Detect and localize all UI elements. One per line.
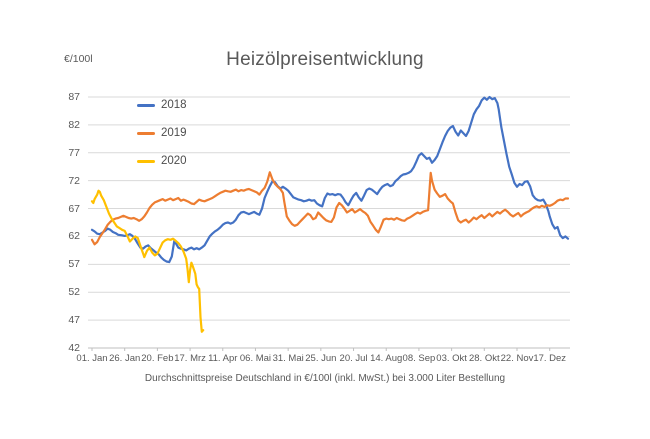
x-tick-label: 11. Apr [208, 353, 238, 364]
y-tick-label: 82 [68, 118, 80, 131]
chart-caption: Durchschnittspreise Deutschland in €/100… [144, 373, 506, 384]
chart-title: Heizölpreisentwicklung [226, 49, 424, 70]
y-tick-label: 62 [68, 230, 80, 243]
legend-item-2018: 2018 [137, 91, 187, 119]
legend-swatch-2020 [137, 159, 155, 163]
y-tick-label: 57 [68, 258, 80, 271]
x-tick-label: 31. Mai [272, 353, 304, 364]
x-tick-label: 08. Sep [402, 353, 436, 364]
y-tick-label: 77 [68, 146, 80, 159]
y-tick-label: 42 [68, 342, 80, 354]
legend-swatch-2018 [137, 103, 155, 107]
legend-label: 2018 [161, 99, 187, 111]
x-tick-label: 01. Jan [76, 353, 108, 364]
series-line-2019 [90, 171, 570, 246]
x-tick-label: 06. Mai [239, 353, 272, 364]
y-tick-label: 52 [68, 286, 80, 299]
legend-label: 2020 [161, 155, 187, 167]
x-tick-label: 26. Jan [109, 353, 141, 364]
x-tick-label: 25. Jun [305, 353, 337, 364]
x-tick-label: 22. Nov [500, 353, 534, 364]
legend-swatch-2019 [137, 131, 155, 135]
x-tick-label: 14. Aug [370, 353, 403, 364]
x-tick-label: 20. Jul [339, 353, 368, 364]
chart-legend: 2018 2019 2020 [137, 91, 187, 175]
series-line-2018 [90, 95, 570, 264]
y-tick-label: 47 [68, 314, 80, 327]
x-tick-label: 28. Okt [468, 353, 500, 364]
x-tick-label: 03. Okt [436, 353, 467, 364]
series-line-2020 [90, 189, 205, 333]
legend-label: 2019 [161, 127, 187, 139]
y-tick-label: 67 [68, 202, 80, 215]
y-tick-label: 72 [68, 174, 80, 187]
legend-item-2020: 2020 [137, 147, 187, 175]
x-tick-label: 17. Mrz [174, 353, 206, 364]
y-axis-unit-label: €/100l [64, 53, 93, 65]
x-tick-label: 17. Dez [533, 353, 567, 364]
legend-item-2019: 2019 [137, 119, 187, 147]
x-tick-label: 20. Feb [141, 353, 174, 364]
y-tick-label: 87 [68, 91, 80, 103]
